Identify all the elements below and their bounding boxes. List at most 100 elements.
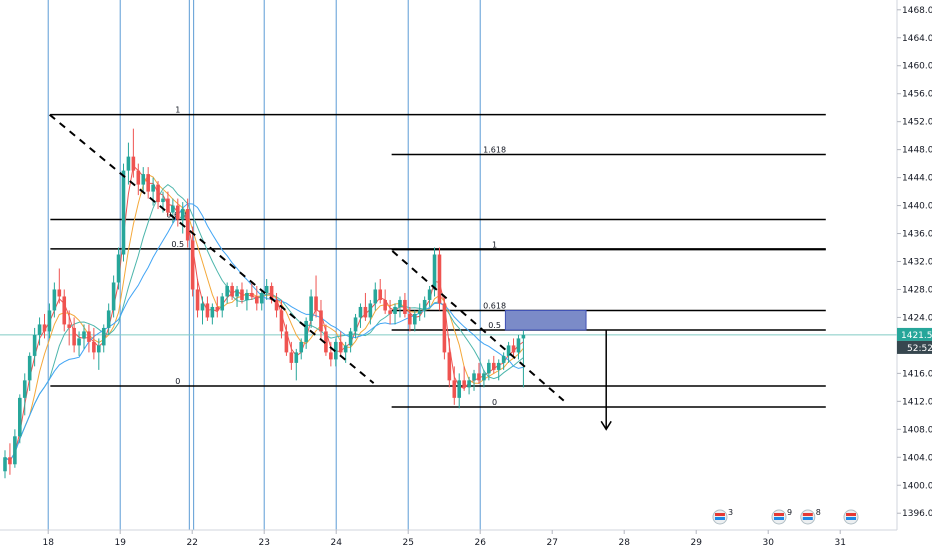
price-tick-label: 1460.00 xyxy=(902,62,932,72)
candle-body xyxy=(491,362,496,370)
candle-body xyxy=(319,310,323,332)
candle-body xyxy=(57,289,62,297)
candle-body xyxy=(126,156,131,171)
candle-body xyxy=(403,299,407,314)
candle-body xyxy=(67,324,71,328)
candle-body xyxy=(136,170,141,185)
target-zone-rectangle[interactable] xyxy=(504,309,587,331)
candle-body xyxy=(501,355,506,363)
price-tick-label: 1456.00 xyxy=(902,90,932,100)
candle-body xyxy=(82,331,86,339)
candle-body xyxy=(437,254,442,304)
time-tick-label: 30 xyxy=(762,538,774,548)
candle-body xyxy=(314,296,318,311)
candle-body xyxy=(487,362,491,374)
candle-body xyxy=(284,331,289,353)
candle-body xyxy=(427,289,432,300)
candle-body xyxy=(279,310,284,332)
candle-body xyxy=(205,303,210,318)
candle-body xyxy=(432,254,437,290)
price-axis[interactable]: 1396.00 1400.00 1404.00 1408.00 1412.00 1416.… xyxy=(896,0,932,550)
candle-body xyxy=(116,254,121,283)
event-badges[interactable]: 3 9 8 xyxy=(712,508,859,525)
candle-body xyxy=(52,289,57,311)
candle-body xyxy=(200,303,205,311)
price-tick-label: 1452.00 xyxy=(902,118,932,128)
price-tick-label: 1396.00 xyxy=(902,509,932,519)
session-separators xyxy=(47,0,481,530)
time-tick-label: 24 xyxy=(330,538,342,548)
candle-body xyxy=(18,397,22,437)
candle-body xyxy=(269,285,274,300)
time-tick-label: 19 xyxy=(114,538,126,548)
down-arrow-head[interactable] xyxy=(600,420,612,431)
candle-body xyxy=(338,341,343,353)
candle-body xyxy=(457,380,462,398)
candle-body xyxy=(348,331,353,346)
event-badge-count: 8 xyxy=(816,508,821,517)
candle-body xyxy=(482,373,486,381)
event-flag-stripe xyxy=(774,513,784,516)
candle-body xyxy=(97,345,101,353)
candle-body xyxy=(22,380,27,398)
candle-body xyxy=(131,156,136,171)
price-tick-label: 1412.00 xyxy=(902,397,932,407)
candle-body xyxy=(422,299,427,311)
event-flag-stripe xyxy=(802,513,813,516)
candle-body xyxy=(13,436,17,465)
time-tick-label: 31 xyxy=(834,538,845,548)
event-badge-count: 3 xyxy=(728,508,733,517)
candle-body xyxy=(412,313,417,325)
candle-body xyxy=(417,310,422,314)
candle-body xyxy=(121,170,126,255)
drawings[interactable] xyxy=(49,113,612,431)
price-tick-label: 1436.00 xyxy=(902,230,932,240)
price-tick-label: 1444.00 xyxy=(902,174,932,184)
price-tick-label: 1404.00 xyxy=(902,453,932,463)
candle-body xyxy=(408,313,412,325)
time-tick-label: 27 xyxy=(546,538,557,548)
price-tick-label: 1400.00 xyxy=(902,481,932,491)
time-tick-label: 26 xyxy=(474,538,486,548)
candle-body xyxy=(521,334,526,339)
event-flag-stripe xyxy=(846,513,856,516)
time-tick-label: 25 xyxy=(402,538,413,548)
candle-body xyxy=(8,457,12,465)
moving-average-line xyxy=(4,183,524,462)
candle-body xyxy=(111,282,116,311)
candle-body xyxy=(294,352,299,363)
candle-body xyxy=(358,306,363,318)
candle-body xyxy=(250,292,254,297)
price-tick-label: 1440.00 xyxy=(902,202,932,212)
candle-body xyxy=(3,457,7,472)
candle-body xyxy=(343,345,348,353)
candle-body xyxy=(472,373,476,381)
candle-body xyxy=(353,317,358,332)
dashed-trend-line[interactable] xyxy=(49,113,375,384)
candle-body xyxy=(92,341,96,353)
candle-body xyxy=(62,296,67,325)
price-tick-label: 1428.00 xyxy=(902,285,932,295)
candle-body xyxy=(106,310,111,328)
moving-average-line xyxy=(4,203,524,462)
candle-body xyxy=(210,306,215,318)
price-tick-label: 1408.00 xyxy=(902,425,932,435)
candle-body xyxy=(37,324,42,335)
candle-body xyxy=(195,289,200,311)
candle-body xyxy=(141,174,146,185)
candle-body xyxy=(161,198,165,203)
event-badge-count: 9 xyxy=(787,508,792,517)
event-flag-stripe xyxy=(714,513,725,516)
countdown-tag xyxy=(897,340,932,354)
candle-body xyxy=(77,338,81,346)
candle-body xyxy=(220,296,225,311)
price-tick-label: 1432.00 xyxy=(902,258,932,268)
candle-body xyxy=(309,296,313,321)
fib-level-label: 0 xyxy=(492,398,497,407)
time-axis[interactable]: 18 19 22 23 24 25 26 27 28 29 30 31 xyxy=(0,529,932,550)
last-price-label: 1421.50 xyxy=(901,331,932,341)
